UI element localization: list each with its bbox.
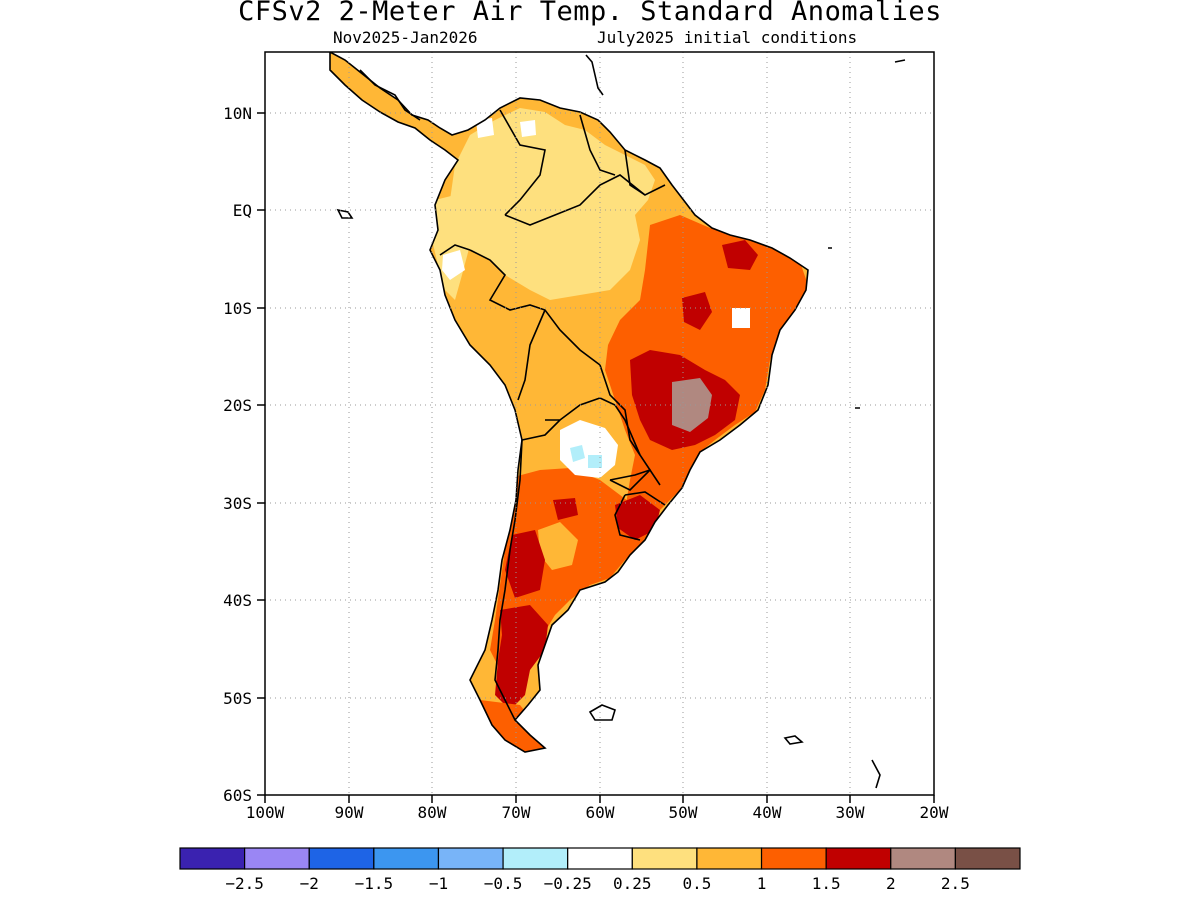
border-argentina-bolivia xyxy=(521,419,561,441)
axis-ticks xyxy=(257,112,935,803)
colorbar-labels: −2.5 −2 −1.5 −1 −0.5 −0.25 0.25 0.5 1 1.5 2 2.5 xyxy=(225,874,969,893)
colorbar-tick-label: −1.5 xyxy=(355,874,394,893)
anomaly-region-central-argentina xyxy=(505,530,545,598)
anomaly-region-ecuador-white xyxy=(442,250,465,280)
colorbar-swatch xyxy=(760,847,827,870)
colorbar-tick-label: −2 xyxy=(300,874,319,893)
island-caribbean xyxy=(585,54,604,96)
anomaly-region-brazil-mid-spot xyxy=(682,292,712,330)
colorbar xyxy=(179,847,1021,870)
island-atlantic xyxy=(828,59,906,409)
island-south-georgia xyxy=(783,735,804,745)
anomaly-field xyxy=(330,52,808,752)
colorbar-tick-label: 1.5 xyxy=(812,874,841,893)
anomaly-region-cordoba-spot xyxy=(553,498,578,520)
anomaly-region-patagonia xyxy=(495,605,548,710)
lat-label: 40S xyxy=(223,591,252,610)
colorbar-swatch xyxy=(567,847,633,870)
anomaly-region-colombia-white xyxy=(476,118,494,138)
lat-label: 10N xyxy=(223,104,252,123)
colorbar-tick-label: 2.5 xyxy=(941,874,970,893)
border-brazil-north xyxy=(504,174,646,226)
lon-label: 40W xyxy=(753,803,782,822)
initial-conditions: July2025 initial conditions xyxy=(597,28,858,47)
border-colombia-venezuela xyxy=(499,109,546,216)
anomaly-region-brazil-north-spot xyxy=(722,240,758,270)
border-chile-argentina xyxy=(494,439,523,721)
lon-label: 60W xyxy=(586,803,615,822)
colorbar-tick-label: −2.5 xyxy=(225,874,264,893)
colorbar-swatch xyxy=(244,847,310,870)
lon-label: 70W xyxy=(502,803,531,822)
colorbar-swatch xyxy=(954,847,1021,870)
lat-label: 30S xyxy=(223,494,252,513)
colorbar-swatch xyxy=(696,847,763,870)
border-venezuela-guyana xyxy=(579,114,616,176)
colorbar-tick-label: 0.5 xyxy=(682,874,711,893)
island-galapagos xyxy=(336,208,354,219)
lat-label: 10S xyxy=(223,299,252,318)
lat-label: 60S xyxy=(223,786,252,805)
lon-label: 80W xyxy=(418,803,447,822)
anomaly-region-chaco-paraguay xyxy=(560,420,618,478)
forecast-period: Nov2025-Jan2026 xyxy=(333,28,478,47)
lon-label: 50W xyxy=(669,803,698,822)
anomaly-region-uruguay xyxy=(615,495,660,540)
colorbar-swatch xyxy=(502,847,569,870)
map-title: CFSv2 2-Meter Air Temp. Standard Anomali… xyxy=(238,0,942,27)
lat-label: 50S xyxy=(223,689,252,708)
lon-label: 90W xyxy=(335,803,364,822)
colorbar-tick-label: −0.25 xyxy=(544,874,592,893)
anomaly-region-tierra-del-fuego xyxy=(480,700,545,752)
map-subtitle: Nov2025-Jan2026 July2025 initial conditi… xyxy=(0,28,1200,48)
anomaly-region-argentina-mid xyxy=(538,522,578,570)
border-peru-bolivia xyxy=(517,309,546,401)
colorbar-swatch xyxy=(437,847,504,870)
lat-label: 20S xyxy=(223,396,252,415)
colorbar-swatch xyxy=(179,847,246,870)
border-ecuador-peru xyxy=(439,244,471,256)
lat-label: EQ xyxy=(233,201,252,220)
anomaly-region-brazil-white-spot xyxy=(732,308,750,328)
colorbar-tick-label: 2 xyxy=(886,874,896,893)
colorbar-swatch xyxy=(890,847,956,870)
colorbar-swatch xyxy=(631,847,698,870)
colorbar-swatch xyxy=(308,847,375,870)
island-south-sandwich xyxy=(871,759,881,789)
colorbar-tick-label: −0.5 xyxy=(484,874,523,893)
anomaly-region-north-andes-venezuela xyxy=(450,108,655,300)
lon-label: 100W xyxy=(246,803,285,822)
latitude-labels: 10N EQ 10S 20S 30S 40S 50S 60S xyxy=(223,104,252,805)
anomaly-region-brazil-central-peak xyxy=(672,378,712,432)
colorbar-tick-label: 0.25 xyxy=(613,874,652,893)
colorbar-tick-label: −1 xyxy=(429,874,448,893)
lon-label: 20W xyxy=(920,803,949,822)
colorbar-swatch xyxy=(373,847,440,870)
colorbar-tick-label: 1 xyxy=(757,874,767,893)
border-brazil-uruguay xyxy=(624,491,666,506)
border-argentina-uruguay xyxy=(614,494,641,541)
lon-label: 30W xyxy=(836,803,865,822)
colorbar-swatch xyxy=(825,847,892,870)
border-argentina-paraguay xyxy=(609,468,661,491)
border-bolivia-paraguay xyxy=(545,397,652,481)
anomaly-region-chaco-cold-spots xyxy=(570,445,602,468)
border-bolivia-brazil xyxy=(599,364,641,456)
longitude-labels: 100W 90W 80W 70W 60W 50W 40W 30W 20W xyxy=(246,803,949,822)
anomaly-region-venezuela-white xyxy=(520,120,536,137)
island-falklands xyxy=(588,704,616,721)
